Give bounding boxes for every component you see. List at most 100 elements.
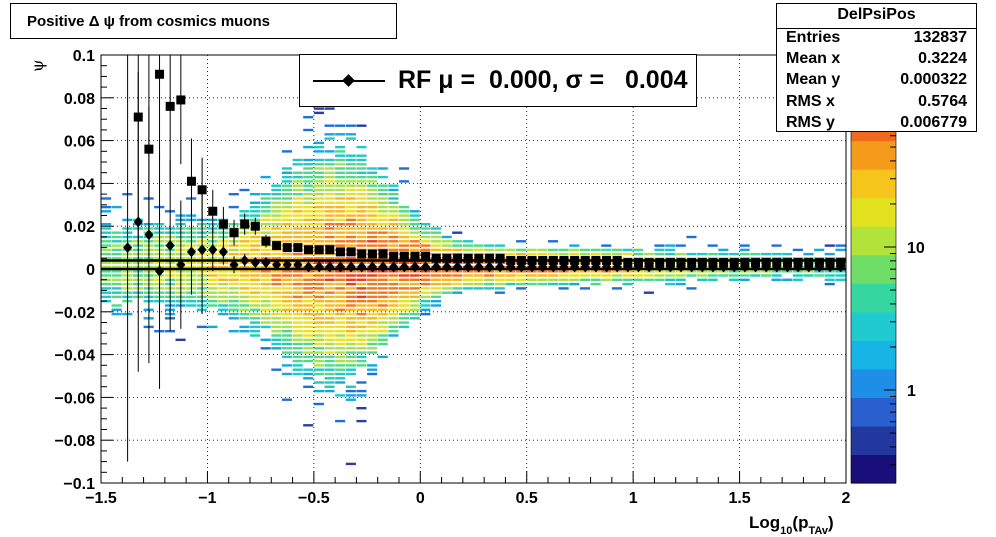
palette-band: [851, 368, 896, 398]
heatmap-cell: [356, 227, 367, 230]
heatmap-cell: [345, 180, 356, 183]
heatmap-cell: [303, 240, 314, 243]
heatmap-cell: [335, 210, 346, 213]
heatmap-cell: [633, 278, 644, 281]
heatmap-cell: [335, 171, 346, 174]
heatmap-cell: [335, 338, 346, 341]
heatmap-cell: [367, 180, 378, 183]
palette-band: [851, 226, 896, 256]
heatmap-cell: [377, 197, 388, 200]
heatmap-cell: [367, 171, 378, 174]
heatmap-cell: [281, 312, 292, 316]
heatmap-cell: [728, 274, 739, 277]
heatmap-cell: [281, 252, 292, 256]
heatmap-cell: [228, 252, 239, 256]
heatmap-cell: [782, 252, 793, 256]
heatmap-cell: [345, 193, 356, 196]
heatmap-cell: [271, 227, 282, 230]
heatmap-cell: [303, 291, 314, 294]
x-tick-label: −1: [198, 490, 216, 507]
heatmap-cell: [590, 278, 601, 281]
heatmap-cell: [260, 223, 271, 226]
heatmap-cell: [303, 184, 314, 187]
heatmap-cell: [367, 317, 378, 320]
heatmap-cell: [345, 218, 356, 222]
heatmap-cell: [313, 325, 324, 329]
heatmap-cell: [303, 304, 314, 307]
heatmap-cell: [367, 364, 378, 367]
heatmap-cell: [111, 235, 122, 239]
heatmap-cell: [335, 282, 346, 286]
heatmap-cell: [101, 197, 112, 200]
heatmap-cell: [345, 214, 356, 217]
x-tick-label: −0.5: [298, 490, 330, 507]
heatmap-cell: [292, 278, 303, 281]
heatmap-cell: [281, 317, 292, 320]
heatmap-cell: [548, 282, 559, 286]
heatmap-cell: [345, 355, 356, 359]
heatmap-cell: [324, 214, 335, 217]
heatmap-cell: [218, 291, 229, 294]
heatmap-cell: [281, 150, 292, 153]
heatmap-cell: [101, 205, 112, 209]
data-point-diamond: [442, 261, 452, 273]
heatmap-cell: [771, 274, 782, 277]
data-point-square: [304, 245, 314, 255]
heatmap-cell: [324, 240, 335, 243]
heatmap-cell: [207, 270, 218, 273]
heatmap-cell: [313, 295, 324, 299]
heatmap-cell: [345, 205, 356, 209]
heatmap-cell: [686, 252, 697, 256]
heatmap-cell: [345, 385, 356, 388]
heatmap-cell: [420, 227, 431, 230]
heatmap-cell: [420, 235, 431, 239]
heatmap-cell: [409, 231, 420, 234]
heatmap-cell: [686, 235, 697, 239]
heatmap-cell: [335, 278, 346, 281]
heatmap-cell: [313, 240, 324, 243]
heatmap-cell: [377, 317, 388, 320]
heatmap-cell: [292, 351, 303, 354]
heatmap-cell: [260, 248, 271, 252]
heatmap-cell: [292, 282, 303, 286]
heatmap-cell: [739, 252, 750, 256]
heatmap-cell: [271, 304, 282, 307]
heatmap-cell: [303, 227, 314, 230]
heatmap-cell: [388, 312, 399, 316]
heatmap-cell: [313, 107, 324, 110]
data-point-diamond: [602, 261, 612, 273]
heatmap-cell: [271, 317, 282, 320]
heatmap-cell: [494, 282, 505, 286]
heatmap-cell: [335, 295, 346, 299]
data-point-diamond: [229, 259, 239, 271]
data-point-diamond: [814, 261, 824, 273]
heatmap-cell: [494, 287, 505, 290]
heatmap-cell: [303, 116, 314, 119]
data-point-square: [261, 236, 271, 246]
data-point-square: [570, 255, 580, 265]
heatmap-cell: [388, 218, 399, 222]
heatmap-cell: [324, 312, 335, 316]
heatmap-cell: [579, 274, 590, 277]
data-point-square: [272, 240, 282, 250]
heatmap-cell: [356, 317, 367, 320]
heatmap-cell: [356, 244, 367, 247]
heatmap-cell: [771, 278, 782, 281]
stats-label: Mean y: [786, 71, 841, 88]
heatmap-cell: [303, 180, 314, 183]
heatmap-cell: [281, 205, 292, 209]
heatmap-cell: [665, 278, 676, 281]
data-point-diamond: [367, 261, 377, 273]
heatmap-cell: [260, 197, 271, 200]
heatmap-cell: [335, 175, 346, 179]
heatmap-cell: [313, 145, 324, 149]
heatmap-cell: [356, 389, 367, 393]
heatmap-cell: [516, 282, 527, 286]
palette-band: [851, 197, 896, 227]
heatmap-cell: [260, 227, 271, 230]
heatmap-cell: [111, 231, 122, 234]
heatmap-cell: [367, 282, 378, 286]
heatmap-cell: [281, 351, 292, 354]
heatmap-cell: [335, 359, 346, 363]
heatmap-cell: [281, 227, 292, 230]
